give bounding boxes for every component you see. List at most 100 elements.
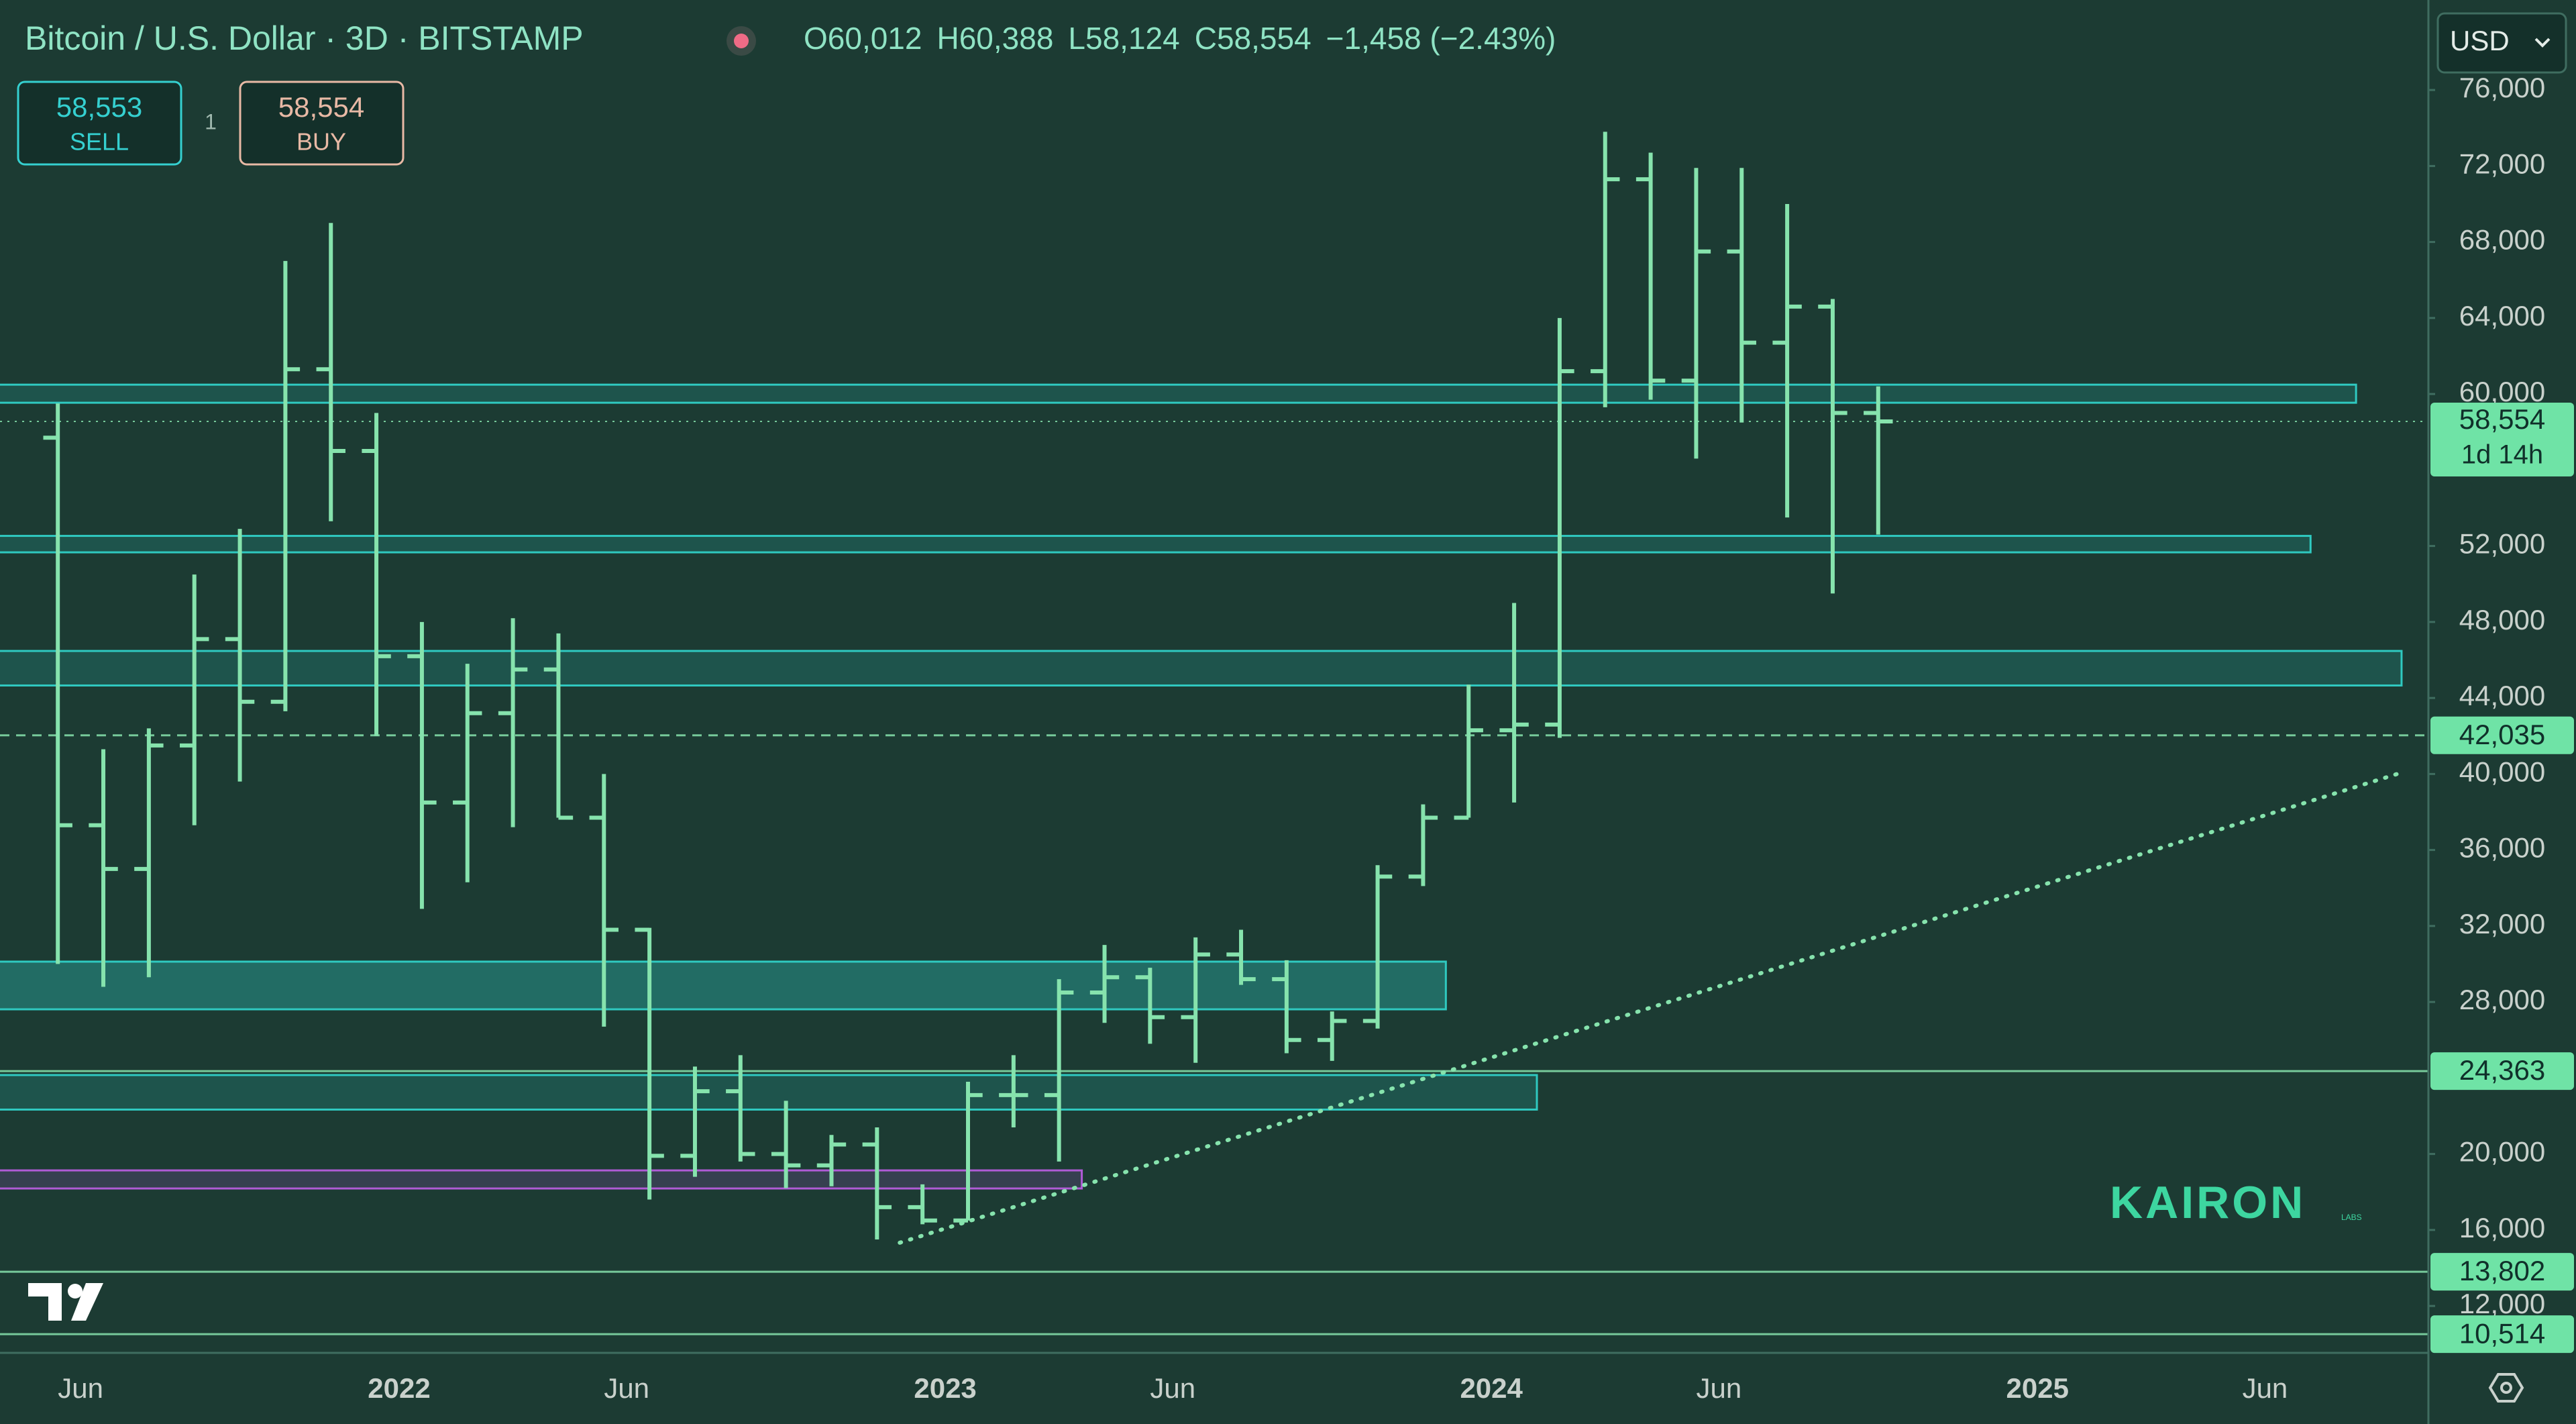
ohlc-bar xyxy=(1272,960,1301,1054)
ohlc-bar xyxy=(953,1082,983,1223)
ohlc-bar xyxy=(543,633,574,820)
watermark-brand: KAIRON xyxy=(2110,1177,2306,1228)
x-tick-label: Jun xyxy=(2243,1372,2288,1404)
y-tick-label: 64,000 xyxy=(2459,300,2545,332)
ohlc-bar xyxy=(862,1127,892,1240)
y-tick-label: 40,000 xyxy=(2459,756,2545,787)
ohlc-bar xyxy=(1135,968,1165,1044)
level-countdown: 1d 14h xyxy=(2461,440,2543,470)
y-tick-label: 12,000 xyxy=(2459,1288,2545,1319)
price-axis: 12,000 16,000 20,000 28,000 32,000 36,000 40,0… xyxy=(2428,72,2574,1354)
trendline xyxy=(898,770,2404,1245)
change: −1,458 (−2.43%) xyxy=(1326,21,1556,56)
sell-button[interactable]: 58,553 SELL xyxy=(17,81,182,166)
sell-price[interactable]: 58,553 xyxy=(56,91,142,123)
ohlc-bar xyxy=(635,927,664,1200)
ohlc-value: 58,554 xyxy=(1217,21,1311,56)
ohlc-bar xyxy=(225,529,255,782)
logo-slash xyxy=(71,1283,103,1321)
ohlc-bar xyxy=(999,1055,1028,1127)
x-tick-label: Jun xyxy=(1697,1372,1742,1404)
ohlc-bar xyxy=(1408,804,1438,886)
buy-box[interactable] xyxy=(239,81,405,166)
sell-box[interactable] xyxy=(17,81,182,166)
level-tag xyxy=(2430,716,2574,754)
y-tick-label: 36,000 xyxy=(2459,832,2545,864)
ohlc-bar xyxy=(453,664,482,882)
y-tick-label: 52,000 xyxy=(2459,528,2545,560)
ohlc-key: O xyxy=(804,21,828,56)
zone xyxy=(0,1074,1538,1111)
ohlc-bar xyxy=(180,574,209,825)
ohlc-bar xyxy=(498,618,528,827)
ohlc-bar xyxy=(1226,929,1256,985)
symbol-title: Bitcoin / U.S. Dollar · 3D · BITSTAMP xyxy=(25,19,584,57)
settings-center[interactable] xyxy=(2500,1382,2512,1394)
ohlc-bar xyxy=(816,1135,847,1186)
level-label: 58,554 xyxy=(2459,403,2545,435)
logo-stem xyxy=(48,1283,62,1321)
ohlc-bar xyxy=(1318,1011,1347,1061)
y-tick-label: 60,000 xyxy=(2459,376,2545,407)
level-label: 10,514 xyxy=(2459,1317,2545,1349)
ohlc-bar xyxy=(89,749,118,987)
overlay: Bitcoin / U.S. Dollar · 3D · BITSTAMP O 6… xyxy=(17,12,2567,1404)
tv-logo xyxy=(28,1283,103,1321)
currency-box[interactable] xyxy=(2436,12,2567,74)
buy-button[interactable]: 58,554 BUY xyxy=(239,81,405,166)
y-tick-label: 76,000 xyxy=(2459,72,2545,103)
chevron xyxy=(2534,38,2551,48)
level-tag xyxy=(2430,1315,2574,1354)
ohlc-values: O60,012 H60,388 L58,124 C58,554 −1,458 (−2.4… xyxy=(804,21,1556,56)
ohlc-bar xyxy=(771,1101,801,1188)
ohlc-bar xyxy=(270,260,301,711)
logo-dot xyxy=(68,1284,83,1299)
plot-area xyxy=(0,132,2428,1335)
zone xyxy=(0,650,2403,686)
ohlc-bar xyxy=(1362,865,1393,1029)
x-tick-label: Jun xyxy=(604,1372,649,1404)
zone xyxy=(0,960,1447,1011)
ohlc-bar xyxy=(1044,979,1074,1162)
ohlc-key: H xyxy=(936,21,959,56)
ohlc-bar xyxy=(134,728,164,978)
watermark-sub: LABS xyxy=(2341,1213,2362,1222)
level-label: 24,363 xyxy=(2459,1054,2545,1086)
ohlc-bar xyxy=(1727,168,1756,423)
x-tick-label: Jun xyxy=(58,1372,103,1404)
currency-label[interactable]: USD xyxy=(2450,25,2510,56)
ohlc-key: L xyxy=(1068,21,1085,56)
ohlc-key: C xyxy=(1195,21,1217,56)
buy-label[interactable]: BUY xyxy=(297,128,346,156)
ohlc-bar xyxy=(1499,603,1529,803)
y-tick-label: 32,000 xyxy=(2459,908,2545,939)
ohlc-bar xyxy=(1454,684,1483,820)
buy-price[interactable]: 58,554 xyxy=(278,91,364,123)
ohlc-bar xyxy=(316,223,345,521)
ohlc-bar xyxy=(1864,386,1893,535)
ohlc-value: 60,388 xyxy=(959,21,1054,56)
level-tag xyxy=(2430,403,2574,477)
y-tick-label: 68,000 xyxy=(2459,224,2545,256)
ohlc-bar xyxy=(589,774,619,1027)
level-label: 13,802 xyxy=(2459,1255,2545,1286)
zone xyxy=(0,1169,1083,1190)
level-tag xyxy=(2430,1253,2574,1291)
ohlc-bar xyxy=(43,403,72,964)
x-tick-label: 2024 xyxy=(1460,1372,1523,1404)
ohlc-bar xyxy=(407,621,437,909)
settings-icon[interactable] xyxy=(2488,1373,2524,1403)
ohlc-value: 58,124 xyxy=(1085,21,1180,56)
settings-button[interactable] xyxy=(2488,1373,2524,1403)
currency-dropdown[interactable]: USD xyxy=(2436,12,2567,74)
ohlc-bar xyxy=(1089,945,1120,1023)
y-tick-label: 44,000 xyxy=(2459,680,2545,711)
x-tick-label: Jun xyxy=(1150,1372,1195,1404)
ohlc-bar xyxy=(680,1066,710,1177)
zone xyxy=(0,383,2357,404)
level-tag xyxy=(2430,1052,2574,1090)
status-dot xyxy=(734,34,749,48)
x-tick-label: 2023 xyxy=(914,1372,976,1404)
sell-label[interactable]: SELL xyxy=(70,128,129,156)
